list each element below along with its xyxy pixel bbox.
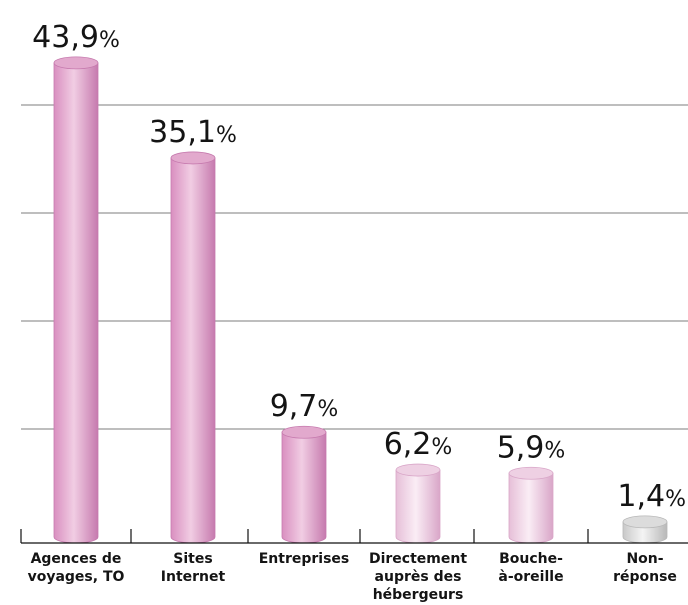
value-label: 5,9%	[497, 430, 566, 465]
bar-cap	[170, 151, 216, 165]
bar-cap	[281, 425, 327, 439]
bar	[508, 466, 554, 544]
bar	[170, 151, 216, 544]
bar-body	[395, 469, 441, 544]
bar	[622, 515, 668, 544]
category-labels: Agences de voyages, TO Sites Internet Entrep…	[28, 551, 677, 603]
value-label: 43,9%	[32, 20, 120, 55]
category-label: Agences de voyages, TO	[28, 551, 125, 585]
bar-cap	[395, 463, 441, 477]
category-label: Sites Internet	[161, 551, 226, 585]
category-label: Entreprises	[259, 551, 350, 567]
bar-cap	[53, 56, 99, 70]
bar	[53, 56, 99, 544]
bar	[395, 463, 441, 544]
bar-cap	[508, 466, 554, 480]
value-label: 9,7%	[270, 389, 339, 424]
gridlines	[21, 104, 688, 430]
value-label: 6,2%	[384, 427, 453, 462]
bar-body	[170, 157, 216, 544]
bars	[53, 56, 668, 544]
value-labels: 43,9% 35,1% 9,7% 6,2% 5,9% 1,4%	[32, 20, 686, 514]
value-label: 35,1%	[149, 115, 237, 150]
bar-body	[53, 62, 99, 544]
bar-body	[281, 431, 327, 544]
category-label: Directement auprès des hébergeurs	[369, 551, 467, 603]
category-label: Non-réponse	[613, 551, 677, 585]
x-axis	[20, 529, 688, 544]
bar-cap	[622, 515, 668, 529]
bar	[281, 425, 327, 544]
bar-body	[508, 472, 554, 544]
category-label: Bouche-à-oreille	[498, 551, 563, 585]
value-label: 1,4%	[617, 479, 686, 514]
